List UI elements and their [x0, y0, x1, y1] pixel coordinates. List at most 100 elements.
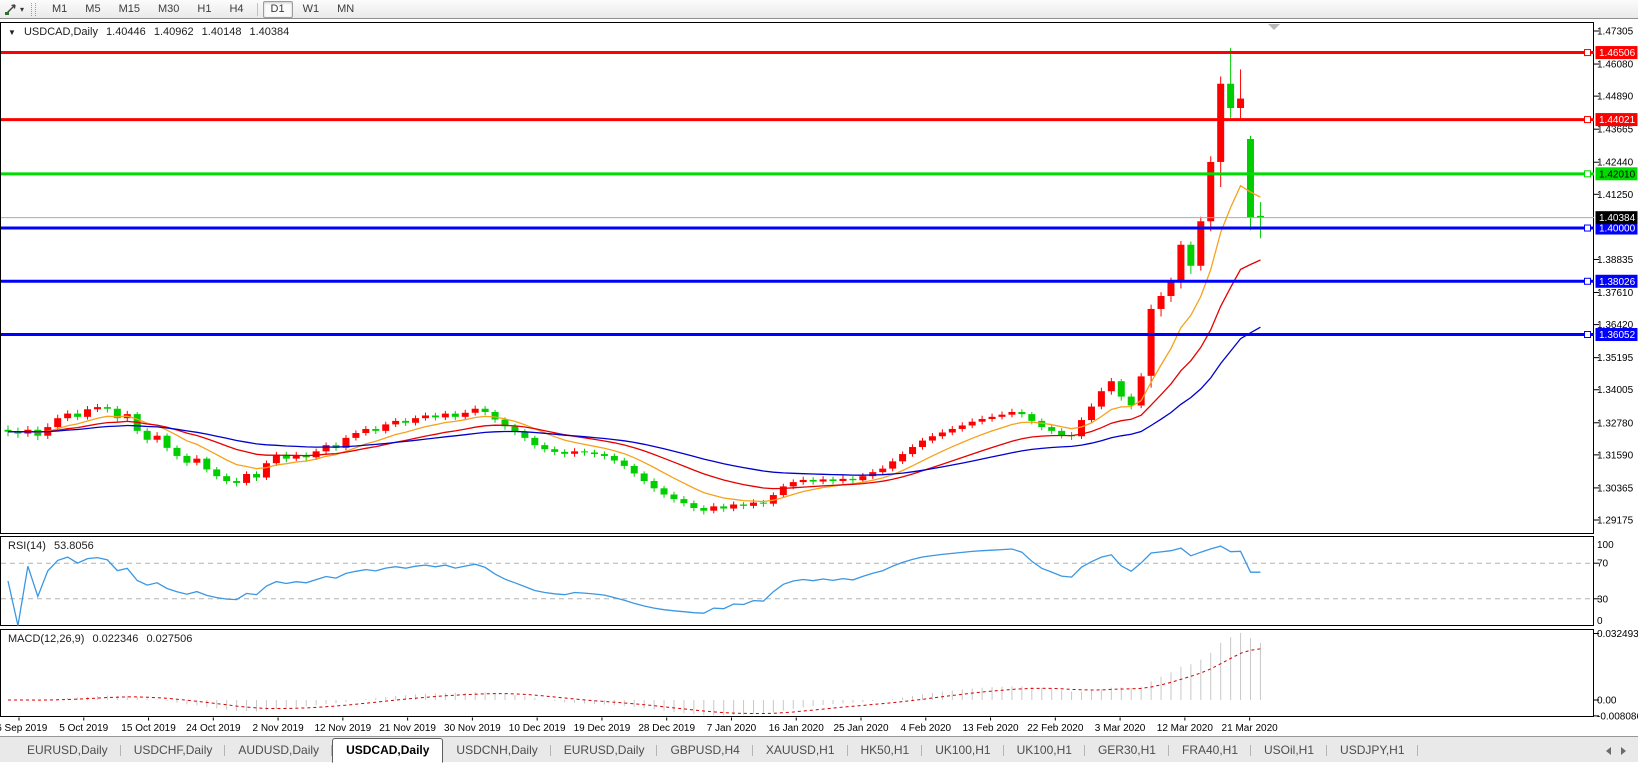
- candle: [501, 419, 509, 427]
- chart-shift-marker-icon[interactable]: [1268, 24, 1280, 30]
- chart-tab-7-xauusd-h1[interactable]: XAUUSD,H1: [753, 740, 848, 762]
- candle: [750, 502, 757, 506]
- candle: [1207, 161, 1215, 222]
- date-axis-label[interactable]: 24 Oct 2019: [186, 723, 241, 734]
- date-axis-label[interactable]: 10 Dec 2019: [509, 723, 566, 734]
- date-axis-label[interactable]: 13 Feb 2020: [962, 723, 1019, 734]
- date-axis-label[interactable]: 25 Jan 2020: [833, 723, 888, 734]
- candle: [312, 451, 320, 458]
- chart-tab-8-hk50-h1[interactable]: HK50,H1: [848, 740, 923, 762]
- candle: [879, 468, 887, 473]
- candle: [183, 455, 191, 463]
- chart-tab-11-ger30-h1[interactable]: GER30,H1: [1085, 740, 1170, 762]
- price-level-badge: [1595, 274, 1638, 288]
- candle: [253, 474, 260, 478]
- chart-tab-14-usdjpy-h1[interactable]: USDJPY,H1: [1327, 740, 1419, 762]
- date-axis-label[interactable]: 26 Sep 2019: [0, 723, 48, 734]
- macd-panel-plot[interactable]: [0, 629, 1594, 717]
- line-handle[interactable]: [1584, 116, 1591, 124]
- price-tick-label: 1.36420: [1597, 320, 1634, 331]
- chart-tab-2-audusd-daily[interactable]: AUDUSD,Daily: [225, 740, 332, 762]
- date-axis-label[interactable]: 16 Jan 2020: [769, 723, 824, 734]
- date-axis-label[interactable]: 30 Nov 2019: [444, 723, 501, 734]
- tab-scroll-left-icon[interactable]: [1606, 747, 1611, 755]
- date-axis-label[interactable]: 21 Mar 2020: [1222, 723, 1279, 734]
- candle: [392, 420, 400, 425]
- timeframe-button-m5[interactable]: M5: [85, 2, 101, 15]
- chart-tab-6-gbpusd-h4[interactable]: GBPUSD,H4: [657, 740, 754, 762]
- timeframe-button-d1[interactable]: D1: [262, 0, 293, 18]
- cursor-tool-button[interactable]: ▾: [2, 1, 26, 18]
- candle: [431, 415, 439, 418]
- date-axis-label[interactable]: 15 Oct 2019: [121, 723, 176, 734]
- chart-tab-0-eurusd-daily[interactable]: EURUSD,Daily: [14, 740, 121, 762]
- line-handle[interactable]: [1584, 331, 1591, 339]
- candle: [322, 445, 330, 452]
- candle: [1087, 406, 1095, 421]
- candle: [720, 506, 728, 509]
- rsi-axis-label: 100: [1597, 540, 1614, 551]
- line-handle[interactable]: [1584, 49, 1591, 57]
- candle: [978, 418, 986, 422]
- price-tick-label: 1.47305: [1597, 27, 1634, 38]
- ma-line-fast: [7, 184, 1261, 503]
- main-chart-plot[interactable]: [0, 22, 1594, 534]
- candle: [809, 479, 817, 482]
- timeframe-button-m15[interactable]: M15: [118, 2, 140, 15]
- candle: [233, 481, 241, 483]
- candle: [998, 414, 1006, 417]
- date-axis-label[interactable]: 12 Mar 2020: [1157, 723, 1214, 734]
- price-tick-label: 1.34005: [1597, 385, 1634, 396]
- line-handle[interactable]: [1584, 224, 1591, 232]
- timeframe-button-m30[interactable]: M30: [157, 2, 180, 15]
- symbol-dropdown-icon[interactable]: ▼: [8, 28, 16, 37]
- candle: [471, 408, 479, 413]
- tab-scrollers: [1606, 747, 1638, 762]
- date-axis-label[interactable]: 7 Jan 2020: [707, 723, 757, 734]
- line-handle[interactable]: [1584, 277, 1591, 285]
- chart-tab-13-usoil-h1[interactable]: USOil,H1: [1251, 740, 1328, 762]
- price-level-badge: [1595, 113, 1638, 127]
- chart-tab-1-usdchf-daily[interactable]: USDCHF,Daily: [121, 740, 226, 762]
- date-axis-label[interactable]: 4 Feb 2020: [900, 723, 951, 734]
- date-axis-label[interactable]: 12 Nov 2019: [314, 723, 371, 734]
- price-tick-label: 1.43665: [1597, 125, 1634, 136]
- timeframe-button-mn[interactable]: MN: [337, 2, 355, 15]
- candle: [1127, 396, 1135, 406]
- tab-scroll-right-icon[interactable]: [1621, 747, 1626, 755]
- macd-indicator-label: MACD(12,26,9) 0.022346 0.027506: [8, 633, 197, 645]
- candle: [670, 494, 678, 500]
- chart-tab-10-uk100-h1[interactable]: UK100,H1: [1004, 740, 1086, 762]
- date-axis-label[interactable]: 22 Feb 2020: [1027, 723, 1084, 734]
- timeframe-button-h1[interactable]: H1: [197, 2, 212, 15]
- timeframe-button-w1[interactable]: W1: [302, 2, 320, 15]
- price-level-badge-label: 1.38026: [1599, 277, 1636, 288]
- price-chart-svg: 1.47305 1.46080 1.44890 1.43665 1.42440 1.412…: [0, 22, 1638, 734]
- chart-tab-5-eurusd-daily[interactable]: EURUSD,Daily: [551, 740, 658, 762]
- current-price-badge: [1595, 211, 1638, 225]
- chart-tab-3-usdcad-daily[interactable]: USDCAD,Daily: [332, 738, 444, 763]
- candle: [64, 413, 72, 419]
- chart-close-value: 1.40384: [249, 26, 290, 38]
- candle: [869, 472, 877, 477]
- candle: [203, 458, 211, 470]
- rsi-indicator-label: RSI(14) 53.8056: [8, 540, 99, 552]
- date-axis-label[interactable]: 21 Nov 2019: [379, 723, 436, 734]
- line-handle[interactable]: [1584, 170, 1591, 178]
- date-axis-label[interactable]: 28 Dec 2019: [638, 723, 695, 734]
- chart-tab-12-fra40-h1[interactable]: FRA40,H1: [1169, 740, 1252, 762]
- date-axis-label[interactable]: 5 Oct 2019: [59, 723, 108, 734]
- candle: [491, 411, 499, 420]
- candle: [93, 407, 101, 410]
- chart-title: ▼ USDCAD,Daily 1.40446 1.40962 1.40148 1…: [8, 26, 294, 38]
- timeframe-button-m1[interactable]: M1: [52, 2, 68, 15]
- candle: [262, 463, 270, 478]
- date-axis-label[interactable]: 3 Mar 2020: [1095, 723, 1146, 734]
- candle: [1107, 381, 1115, 392]
- candle: [779, 486, 787, 496]
- chart-tab-4-usdcnh-daily[interactable]: USDCNH,Daily: [443, 740, 552, 762]
- chart-tab-9-uk100-h1[interactable]: UK100,H1: [922, 740, 1004, 762]
- date-axis-label[interactable]: 2 Nov 2019: [253, 723, 305, 734]
- date-axis-label[interactable]: 19 Dec 2019: [574, 723, 631, 734]
- timeframe-button-h4[interactable]: H4: [229, 2, 244, 15]
